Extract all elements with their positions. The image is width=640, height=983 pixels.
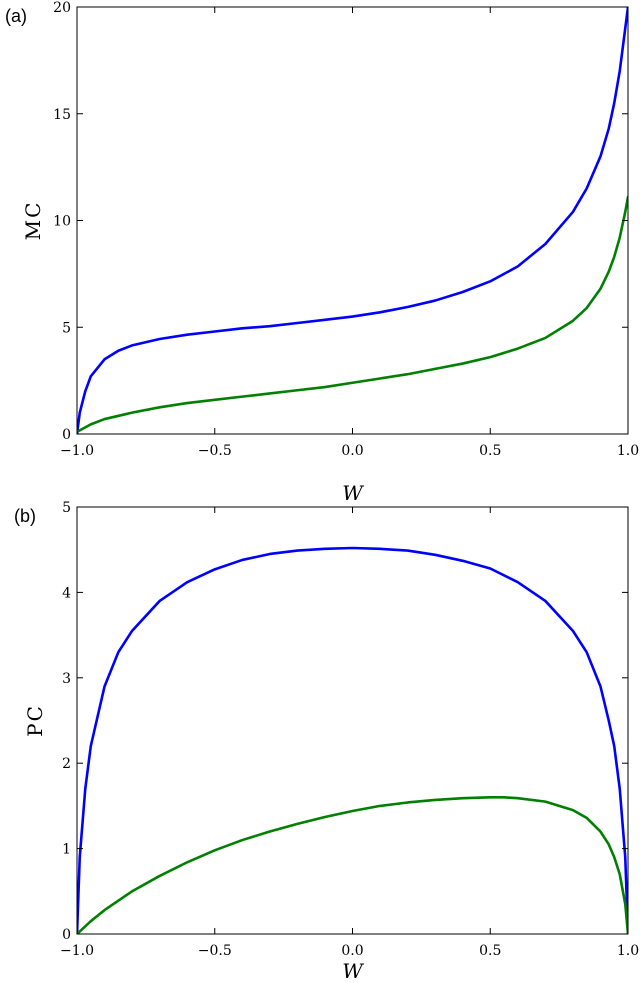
panel-label: (b) [14,506,36,526]
y-tick-label: 2 [62,756,71,772]
y-tick-label: 5 [62,500,71,516]
y-tick-label: 15 [53,107,71,123]
x-tick-label: 0.0 [341,943,363,959]
y-tick-label: 10 [53,214,71,230]
y-tick-label: 20 [53,0,71,16]
x-tick-label: −1.0 [60,443,94,459]
chart-panel-b: −1.0 −0.5 0.0 0.5 1.0 0 1 2 3 4 5 W PC (b) [14,500,639,983]
y-tick-label: 5 [62,320,71,336]
y-axis-label: MC [21,201,45,241]
x-tick-label: 1.0 [617,443,639,459]
x-tick-label: 1.0 [617,943,639,959]
series-line-blue [77,546,628,934]
x-tick-label: 0.5 [479,443,501,459]
x-axis-label: W [342,481,364,505]
y-tick-label: 3 [62,671,71,687]
series-line-green [77,796,628,934]
y-tick-label: 1 [62,842,71,858]
series-line-green [77,195,628,434]
series-line-blue [77,7,628,434]
y-tick-label: 0 [62,427,71,443]
plot-frame [76,506,629,935]
x-tick-label: −1.0 [60,943,94,959]
x-tick-label: −0.5 [198,443,232,459]
plot-frame [76,6,629,435]
x-tick-label: 0.0 [341,443,363,459]
x-tick-label: −0.5 [198,943,232,959]
y-tick-label: 4 [62,585,71,601]
panel-label: (a) [5,6,27,26]
x-axis-label: W [342,959,364,983]
x-tick-label: 0.5 [479,943,501,959]
chart-panel-a: −1.0 −0.5 0.0 0.5 1.0 0 5 10 15 20 W MC (a) [5,0,639,505]
y-tick-label: 0 [62,927,71,943]
y-axis-label: PC [23,704,47,737]
